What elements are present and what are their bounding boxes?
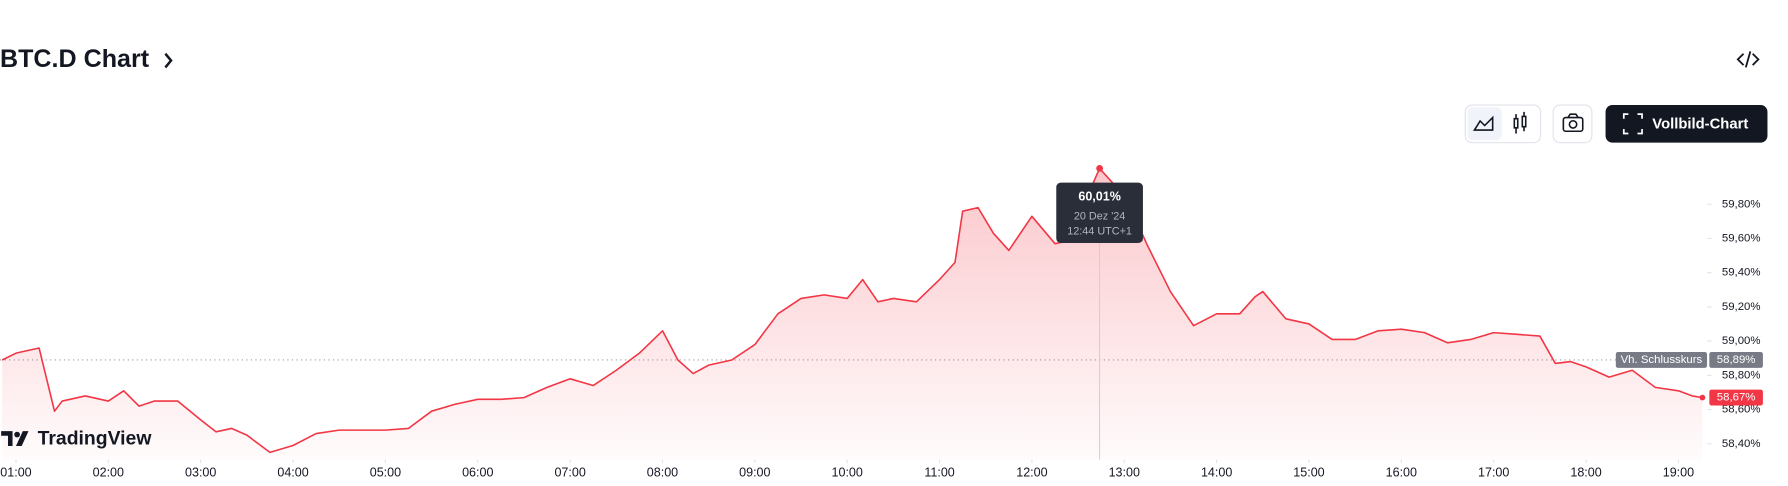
previous-close-name-box xyxy=(1615,351,1708,368)
tooltip-box xyxy=(1056,182,1143,243)
logo-text: TradingView xyxy=(38,427,153,449)
x-tick-label: 03:00 xyxy=(185,466,216,480)
fullscreen-button[interactable]: Vollbild-Chart xyxy=(1605,105,1768,143)
x-tick-label: 09:00 xyxy=(739,466,770,480)
previous-close-name: Vh. Schlusskurs xyxy=(1621,354,1703,366)
snapshot-button[interactable] xyxy=(1552,104,1593,144)
tooltip-date: 20 Dez '24 xyxy=(1074,211,1125,223)
embed-icon[interactable] xyxy=(1736,51,1760,68)
x-tick-label: 04:00 xyxy=(277,466,308,480)
previous-close-value-box xyxy=(1709,351,1763,368)
candle-icon[interactable] xyxy=(1513,111,1527,134)
x-tick-label: 19:00 xyxy=(1663,466,1694,480)
x-tick-label: 13:00 xyxy=(1109,466,1140,480)
y-tick-label: 59,00% xyxy=(1722,335,1761,347)
x-tick-label: 16:00 xyxy=(1386,466,1417,480)
x-tick-label: 08:00 xyxy=(647,466,678,480)
x-tick-label: 07:00 xyxy=(554,466,585,480)
x-tick-label: 10:00 xyxy=(832,466,863,480)
x-tick-label: 15:00 xyxy=(1293,466,1324,480)
x-tick-label: 17:00 xyxy=(1478,466,1509,480)
x-tick-label: 12:00 xyxy=(1016,466,1047,480)
x-tick-label: 11:00 xyxy=(924,466,954,480)
chart-title: BTC.D Chart xyxy=(0,45,150,73)
previous-close-value: 58,89% xyxy=(1717,354,1756,366)
x-tick-label: 01:00 xyxy=(0,466,31,480)
x-tick-label: 05:00 xyxy=(370,466,401,480)
y-tick-label: 59,40% xyxy=(1722,267,1761,279)
x-tick-label: 14:00 xyxy=(1201,466,1232,480)
plot-area xyxy=(0,167,1712,464)
y-tick-label: 59,80% xyxy=(1722,198,1761,210)
area-fill xyxy=(2,168,1703,460)
last-point xyxy=(1699,394,1706,401)
tooltip-point xyxy=(1096,164,1104,172)
tooltip-time: 12:44 UTC+1 xyxy=(1067,225,1132,237)
last-value-box xyxy=(1709,389,1763,406)
last-value: 58,67% xyxy=(1717,392,1756,404)
tooltip-value: 60,01% xyxy=(1078,190,1121,204)
x-tick-label: 02:00 xyxy=(93,466,124,480)
logo: TradingView xyxy=(1,427,152,449)
chart-style-toggle[interactable] xyxy=(1464,104,1542,144)
title-chevron[interactable] xyxy=(164,52,173,69)
x-tick-label: 06:00 xyxy=(462,466,493,480)
price-line xyxy=(1,167,1703,454)
button-label[interactable]: Vollbild-Chart xyxy=(1652,116,1748,132)
y-tick-label: 59,20% xyxy=(1722,301,1761,313)
y-tick-label: 58,80% xyxy=(1722,369,1761,381)
x-tick-label: 18:00 xyxy=(1570,466,1601,480)
y-tick-label: 59,60% xyxy=(1722,233,1761,245)
y-tick-label: 58,40% xyxy=(1722,438,1761,450)
area-icon[interactable] xyxy=(1472,115,1494,131)
y-tick-label: 58,60% xyxy=(1722,404,1761,416)
